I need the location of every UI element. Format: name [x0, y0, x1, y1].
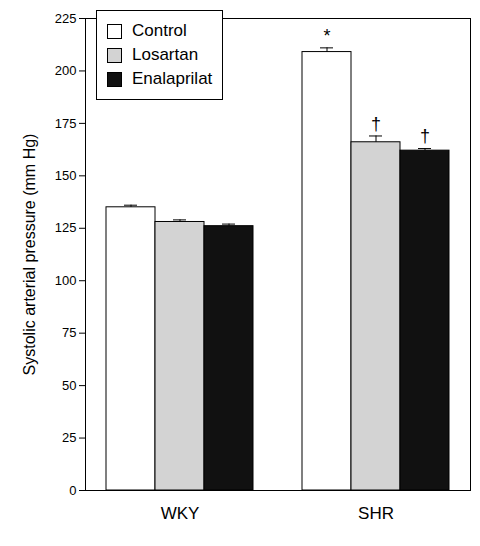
svg-text:Systolic arterial pressure (mm: Systolic arterial pressure (mm Hg) — [21, 134, 38, 376]
svg-text:0: 0 — [69, 483, 76, 498]
svg-text:125: 125 — [55, 220, 77, 235]
svg-text:75: 75 — [62, 325, 76, 340]
svg-text:*: * — [323, 26, 330, 46]
svg-text:150: 150 — [55, 168, 77, 183]
svg-text:WKY: WKY — [161, 504, 200, 523]
svg-text:100: 100 — [55, 273, 77, 288]
svg-text:200: 200 — [55, 63, 77, 78]
html-text:Enalaprilat: Enalaprilat — [132, 69, 213, 88]
svg-text:SHR: SHR — [358, 504, 394, 523]
svg-text:†: † — [371, 114, 381, 134]
html-text:Losartan: Losartan — [132, 45, 199, 64]
svg-text:225: 225 — [55, 11, 77, 26]
svg-text:175: 175 — [55, 116, 77, 131]
html-text:Control: Control — [132, 21, 187, 40]
svg-text:†: † — [420, 126, 430, 146]
svg-text:25: 25 — [62, 430, 76, 445]
svg-text:50: 50 — [62, 378, 76, 393]
